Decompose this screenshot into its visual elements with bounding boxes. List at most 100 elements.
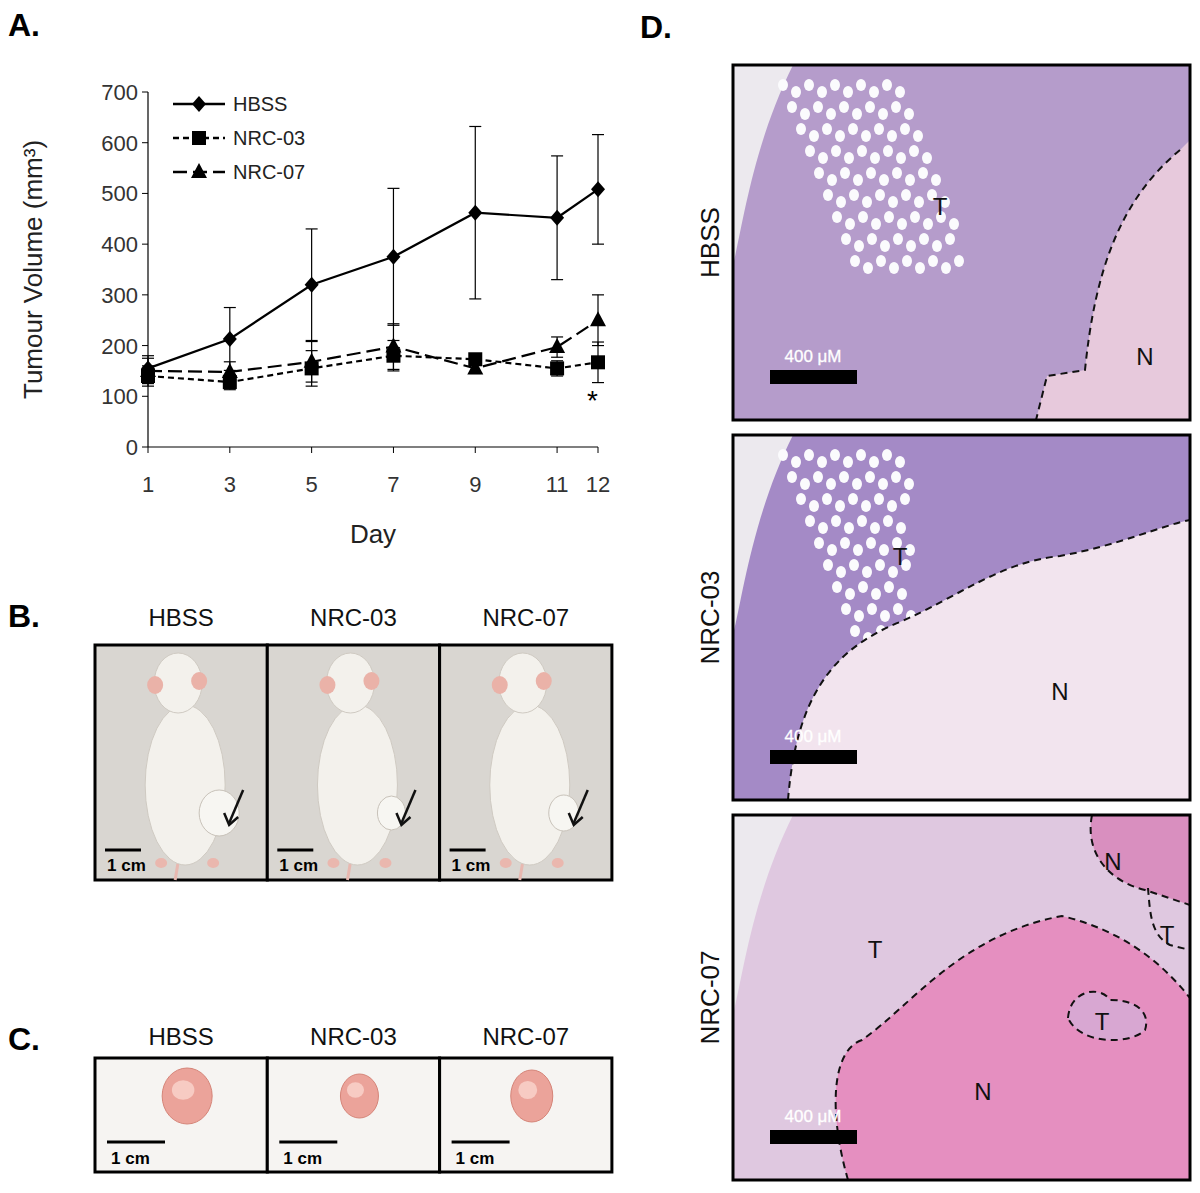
legend-marker <box>191 163 207 178</box>
fat-cell <box>906 240 916 252</box>
column-title: NRC-07 <box>482 604 569 631</box>
fat-cell <box>931 174 941 186</box>
error-cap <box>142 386 154 387</box>
region-label: T <box>868 936 883 963</box>
fat-cell <box>893 233 903 245</box>
fat-cell <box>888 196 898 208</box>
fat-cell <box>905 174 915 186</box>
fat-cell <box>805 515 815 527</box>
figure: A.0100200300400500600700135791112DayTumo… <box>0 0 1200 1193</box>
fat-cell <box>843 86 853 98</box>
fat-cell <box>858 211 868 223</box>
necrotic-area <box>1091 815 1190 905</box>
fat-cell <box>949 218 959 230</box>
fat-cell <box>863 262 873 274</box>
region-boundary <box>1068 992 1146 1040</box>
fat-cell <box>817 86 827 98</box>
tumour-photo: 1 cm <box>440 1058 612 1172</box>
fat-cell <box>900 123 910 135</box>
scale-bar <box>770 1130 857 1144</box>
mouse-photo: 1 cm <box>440 645 612 880</box>
mouse-photo: 1 cm <box>267 645 439 880</box>
error-cap <box>142 383 154 384</box>
tissue <box>733 435 1190 800</box>
fat-cell <box>823 559 833 571</box>
fat-cell <box>800 108 810 120</box>
error-cap <box>592 345 604 346</box>
scale-label: 400 μM <box>784 1107 841 1126</box>
fat-cell <box>883 145 893 157</box>
data-point <box>304 353 320 368</box>
error-cap <box>224 389 236 390</box>
fat-cell <box>854 610 864 622</box>
scale-bar <box>770 750 857 764</box>
ear <box>536 672 552 690</box>
tumour-photo: 1 cm <box>267 1058 439 1172</box>
fat-cell <box>818 152 828 164</box>
tumour-highlight <box>347 1082 364 1097</box>
fat-cell <box>839 471 849 483</box>
image-frame <box>733 815 1190 1180</box>
x-tick-label: 5 <box>306 472 318 497</box>
necrotic-area <box>836 916 1190 1180</box>
legend-label: NRC-03 <box>233 127 305 149</box>
x-tick-label: 9 <box>469 472 481 497</box>
x-axis-label: Day <box>350 519 396 549</box>
error-cap <box>592 134 604 135</box>
panel-label: C. <box>8 1021 40 1057</box>
error-bar <box>592 342 604 383</box>
fat-cell <box>874 493 884 505</box>
fat-cell <box>879 544 889 556</box>
y-tick-label: 100 <box>101 384 138 409</box>
fat-cell <box>915 262 925 274</box>
y-tick <box>142 244 148 245</box>
fat-cell <box>932 240 942 252</box>
y-tick-label: 700 <box>101 80 138 105</box>
error-cap <box>142 355 154 356</box>
arrow-head <box>224 813 238 825</box>
tissue <box>733 65 1190 420</box>
fat-cell <box>848 493 858 505</box>
foot <box>552 858 564 868</box>
arrow-head <box>569 813 583 825</box>
error-cap <box>224 307 236 308</box>
fat-cell <box>893 603 903 615</box>
error-cap <box>469 126 481 127</box>
data-point <box>468 205 482 221</box>
x-tick <box>393 447 394 453</box>
fat-cell <box>805 145 815 157</box>
ear <box>319 676 335 694</box>
error-cap <box>387 370 399 371</box>
scale-bar <box>450 849 486 852</box>
scale-label: 1 cm <box>107 856 146 875</box>
fat-cell <box>845 218 855 230</box>
error-cap <box>306 341 318 342</box>
error-cap <box>551 155 563 156</box>
foot <box>500 858 512 868</box>
scale-bar <box>452 1141 510 1144</box>
y-tick <box>142 142 148 143</box>
fat-cell <box>832 581 842 593</box>
histology-image: TN400 μM <box>733 65 1190 420</box>
fat-cell <box>796 123 806 135</box>
foot <box>327 858 339 868</box>
tumour <box>511 1070 553 1122</box>
ear <box>147 676 163 694</box>
x-tick <box>598 447 599 453</box>
fat-cell <box>841 603 851 615</box>
data-point <box>550 361 564 375</box>
data-point <box>141 360 155 376</box>
fat-cell <box>856 79 866 91</box>
series-2 <box>140 295 606 384</box>
fat-cell <box>856 449 866 461</box>
scale-bar <box>107 1141 165 1144</box>
fat-cell <box>839 101 849 113</box>
fat-cell <box>896 522 906 534</box>
scale-bar <box>105 849 141 852</box>
tumour-area <box>1068 992 1146 1040</box>
y-tick <box>142 294 148 295</box>
ear <box>492 676 508 694</box>
data-point <box>305 277 319 293</box>
fat-cell <box>895 86 905 98</box>
region-boundary <box>1091 815 1190 905</box>
